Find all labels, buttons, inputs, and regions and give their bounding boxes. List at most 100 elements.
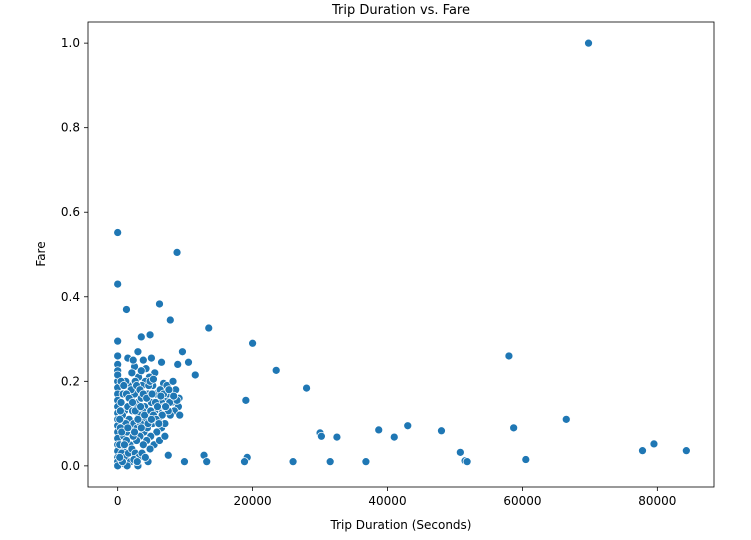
data-point: [157, 410, 167, 420]
data-point: [113, 228, 123, 237]
data-point: [136, 402, 145, 412]
data-point: [113, 351, 123, 361]
data-point: [190, 370, 200, 380]
data-point: [173, 360, 183, 369]
data-point: [147, 414, 156, 424]
data-point: [120, 440, 129, 450]
data-point: [133, 414, 143, 424]
data-point: [509, 423, 519, 433]
data-point: [117, 427, 127, 437]
data-point: [638, 446, 647, 456]
data-point: [169, 391, 179, 401]
data-point: [504, 351, 514, 361]
data-point: [157, 357, 166, 367]
x-tick-label: 0: [114, 494, 122, 508]
data-point: [361, 457, 371, 467]
y-tick-label: 0.4: [61, 290, 80, 304]
data-point: [437, 426, 446, 436]
data-point: [147, 389, 157, 399]
data-point: [325, 457, 335, 467]
data-point: [164, 385, 174, 395]
y-tick-label: 1.0: [61, 36, 80, 50]
data-point: [156, 391, 166, 401]
data-point: [127, 368, 137, 378]
data-point: [681, 446, 691, 456]
data-point: [123, 423, 133, 433]
y-tick-label: 0.0: [61, 459, 80, 473]
data-point: [115, 453, 125, 462]
data-point: [462, 457, 472, 467]
x-tick-label: 80000: [638, 494, 676, 508]
x-tick-label: 40000: [368, 494, 406, 508]
data-point: [132, 457, 142, 467]
data-point: [161, 402, 170, 412]
data-point: [160, 431, 170, 441]
data-point: [122, 305, 131, 314]
data-point: [116, 398, 126, 407]
y-tick-label: 0.2: [61, 374, 80, 388]
y-tick-label: 0.6: [61, 205, 80, 219]
data-point: [138, 355, 148, 365]
data-point: [202, 457, 212, 467]
data-point: [133, 347, 143, 357]
data-point: [584, 38, 593, 48]
data-point: [374, 425, 384, 435]
data-point: [113, 279, 123, 289]
data-point: [154, 419, 164, 428]
data-point: [184, 357, 193, 367]
data-point: [116, 406, 125, 416]
data-point: [241, 395, 251, 405]
data-point: [145, 330, 155, 340]
data-point: [136, 332, 146, 342]
y-tick-label: 0.8: [61, 121, 80, 135]
data-point: [317, 431, 326, 441]
data-point: [138, 440, 148, 450]
data-point: [128, 398, 137, 407]
y-axis-label: Fare: [34, 241, 48, 266]
data-point: [115, 414, 125, 424]
data-point: [172, 248, 182, 257]
data-point: [180, 457, 189, 467]
chart-title: Trip Duration vs. Fare: [331, 3, 470, 18]
data-point: [561, 414, 571, 424]
data-point: [389, 432, 399, 442]
data-point: [152, 427, 162, 437]
data-point: [175, 410, 185, 420]
data-point: [140, 410, 150, 420]
data-point: [240, 457, 249, 467]
x-tick-label: 60000: [503, 494, 541, 508]
data-point: [521, 455, 531, 464]
data-point: [403, 421, 413, 431]
data-point: [649, 439, 659, 449]
data-point: [168, 376, 178, 386]
x-axis-label: Trip Duration (Seconds): [330, 518, 472, 532]
data-points: [113, 38, 691, 471]
data-point: [153, 402, 162, 412]
data-point: [165, 315, 175, 325]
data-point: [149, 374, 158, 384]
data-point: [455, 447, 465, 457]
data-point: [140, 453, 150, 462]
data-point: [332, 432, 342, 442]
data-point: [130, 427, 139, 437]
y-axis-ticks: 0.0 0.2 0.4 0.6 0.8 1.0: [61, 36, 88, 473]
data-point: [136, 423, 146, 433]
data-point: [113, 336, 123, 346]
data-point: [145, 444, 155, 454]
data-point: [248, 338, 257, 348]
data-point: [136, 366, 146, 376]
x-axis-ticks: 0 20000 40000 60000 80000: [114, 487, 676, 508]
data-point: [178, 347, 187, 357]
plot-frame: [87, 21, 715, 488]
data-point: [119, 381, 129, 390]
data-point: [147, 353, 156, 363]
data-point: [302, 383, 311, 393]
x-tick-label: 20000: [234, 494, 272, 508]
data-point: [271, 365, 281, 375]
data-point: [288, 457, 298, 467]
data-point: [163, 450, 173, 460]
data-point: [204, 323, 214, 333]
data-point: [128, 355, 138, 365]
data-point: [155, 299, 164, 309]
